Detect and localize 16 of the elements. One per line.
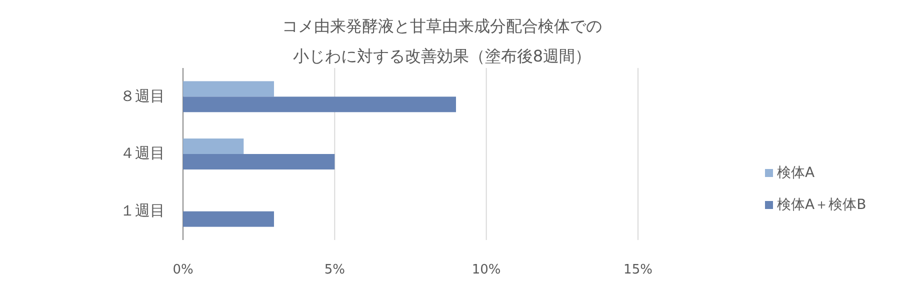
chart-title: コメ由来発酵液と甘草由来成分配合検体での — [282, 16, 602, 36]
bar — [183, 154, 335, 170]
bar — [183, 81, 274, 97]
legend-label: 検体A — [777, 164, 815, 181]
bar — [183, 138, 244, 154]
chart-subtitle: 小じわに対する改善効果（塗布後8週間） — [292, 46, 592, 66]
bar — [183, 211, 274, 227]
x-tick-label: 0% — [172, 262, 194, 278]
x-tick-label: 10% — [472, 262, 501, 278]
y-tick-label: ８週目 — [120, 86, 165, 105]
y-tick-label: １週目 — [120, 201, 165, 220]
x-tick-label: 15% — [624, 262, 652, 278]
bar — [183, 96, 456, 112]
y-tick-label: ４週目 — [120, 144, 165, 162]
x-tick-label: 5% — [324, 262, 345, 278]
legend-label: 検体A＋検体B — [777, 196, 866, 213]
